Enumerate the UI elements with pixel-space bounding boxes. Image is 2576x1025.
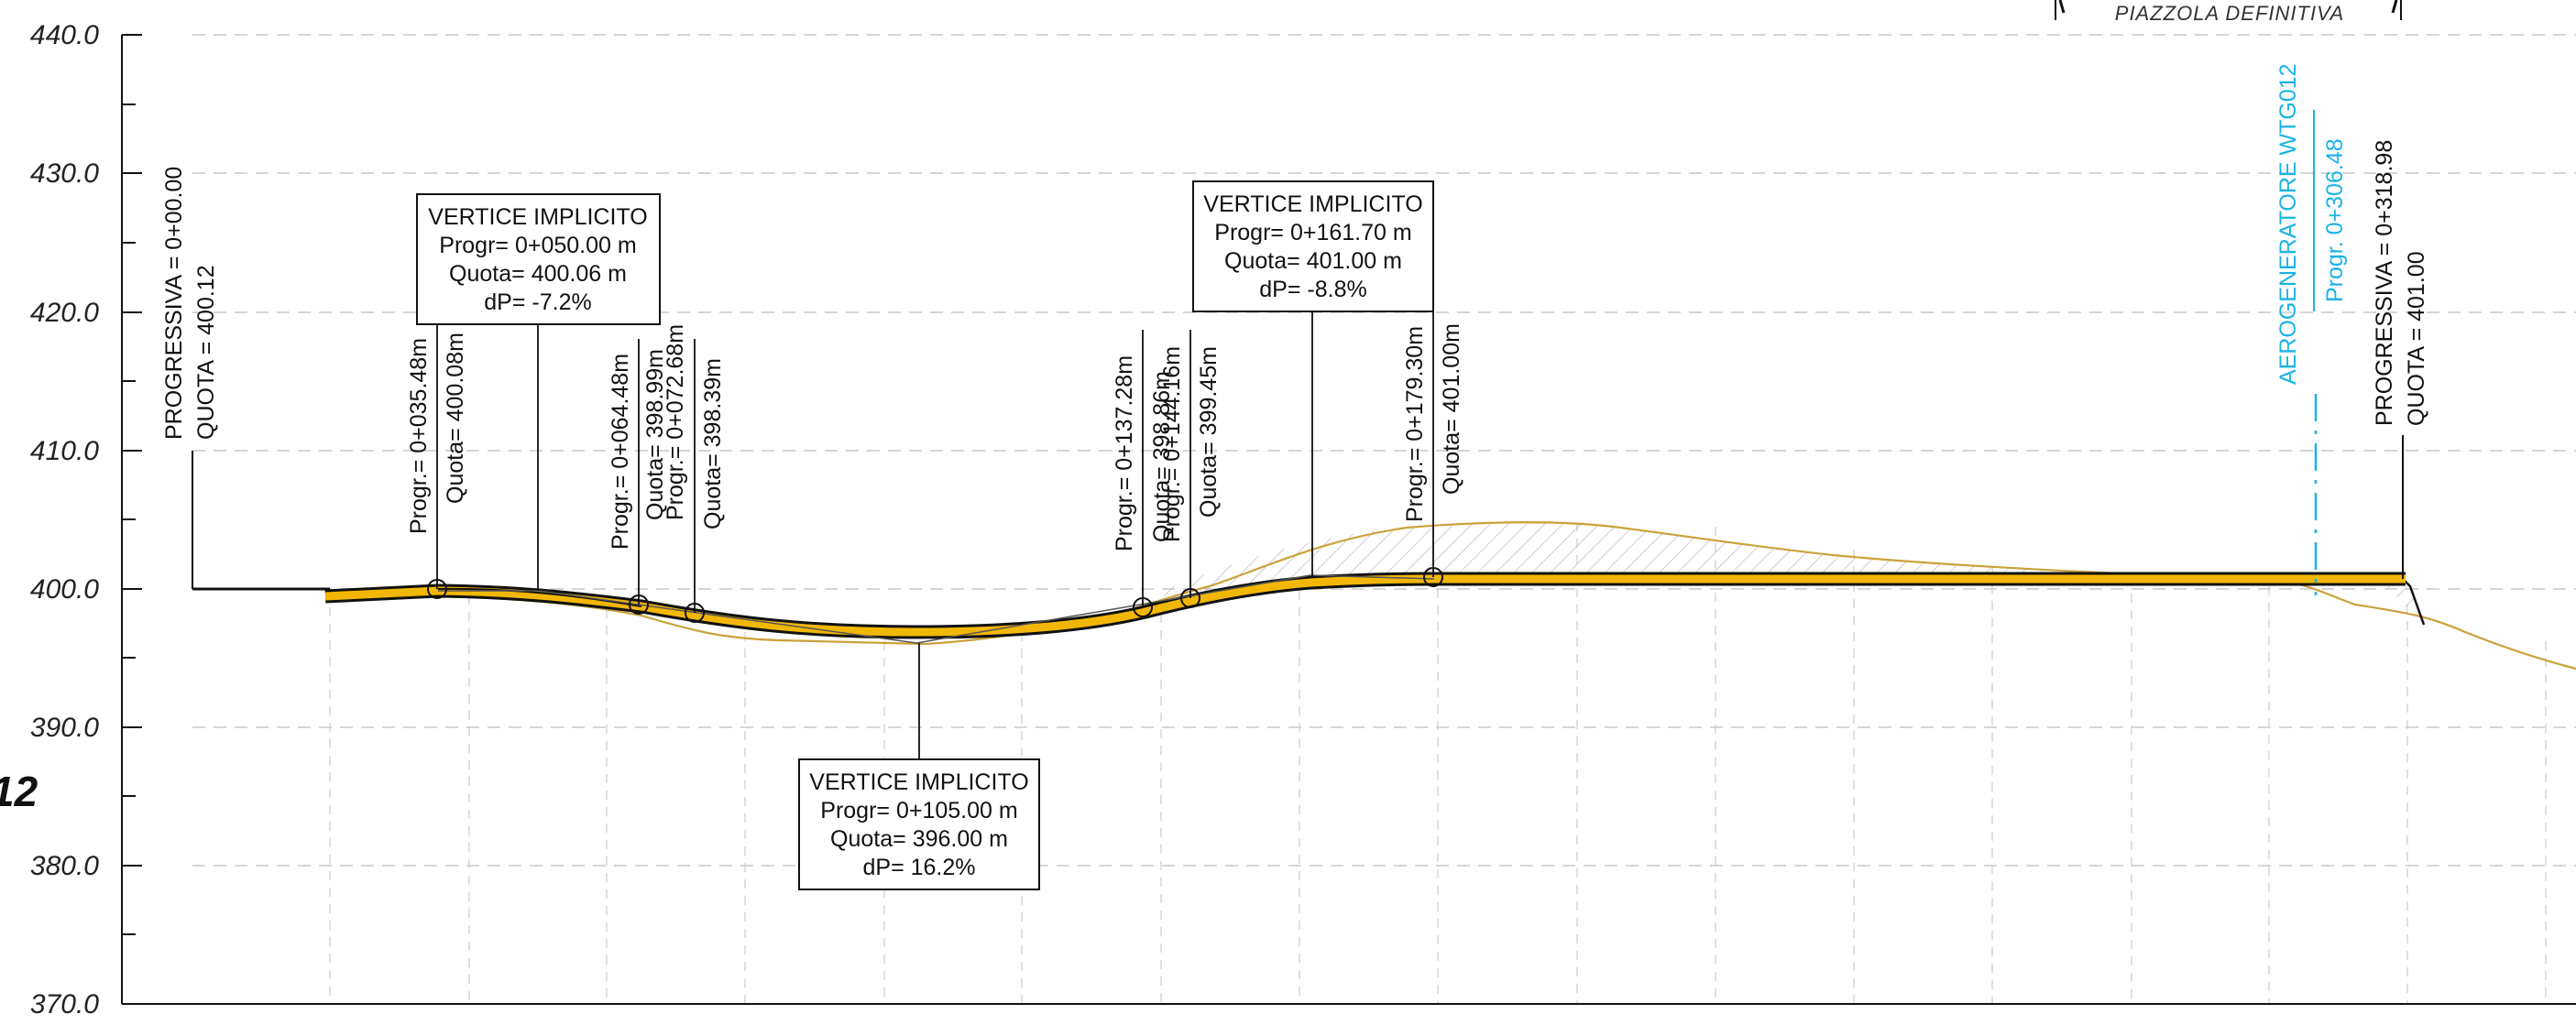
y-tick-label: 400.0	[30, 574, 99, 605]
header-label: PIAZZOLA DEFINITIVA	[2115, 2, 2344, 25]
vertex-dp: dP= 16.2%	[862, 855, 975, 880]
tangent-progr: Progr.= 0+179.30m	[1402, 326, 1428, 522]
road-profile	[192, 572, 2406, 639]
vertex-dp: dP= -8.8%	[1259, 277, 1366, 302]
tangent-point-marker	[629, 594, 649, 615]
vertex-callout: VERTICE IMPLICITO Progr= 0+105.00 m Quot…	[798, 643, 1040, 890]
end-marker: PROGRESSIVA = 0+318.98 QUOTA = 401.00	[2372, 140, 2429, 579]
tangent-progr: Progr.= 0+064.48m	[608, 354, 633, 550]
tangent-quota: Quota= 399.45m	[1196, 346, 1222, 518]
tangent-progr: Progr.= 0+137.28m	[1112, 355, 1137, 551]
tangent-point: Progr.= 0+072.68m Quota= 398.39m	[663, 324, 726, 623]
vertex-progr: Progr= 0+161.70 m	[1214, 220, 1411, 245]
header-bracket: PIAZZOLA DEFINITIVA	[2055, 0, 2402, 25]
y-tick-label: 420.0	[30, 298, 99, 328]
vertex-quota: Quota= 401.00 m	[1224, 248, 1402, 274]
tangent-progr: Progr.= 0+072.68m	[663, 324, 688, 520]
start-progr: PROGRESSIVA = 0+00.00	[161, 167, 187, 440]
side-label: 12	[0, 768, 38, 815]
y-tick-label: 440.0	[30, 20, 99, 50]
vertex-progr: Progr= 0+050.00 m	[439, 233, 636, 258]
tangent-point: Progr.= 0+035.48m Quota= 400.08m	[406, 270, 468, 599]
tangent-point: Progr.= 0+064.48m Quota= 398.99m	[608, 339, 668, 615]
vertex-callout: VERTICE IMPLICITO Progr= 0+161.70 m Quot…	[1192, 180, 1434, 577]
tangent-quota: Quota= 400.08m	[443, 333, 468, 504]
tangent-point: Progr.= 0+137.28m Quota= 398.86m	[1112, 330, 1175, 617]
end-quota: QUOTA = 401.00	[2404, 251, 2429, 426]
tangent-progr: Progr.= 0+144.16m	[1159, 346, 1185, 542]
tangent-point-marker	[685, 603, 705, 623]
start-marker: PROGRESSIVA = 0+00.00 QUOTA = 400.12	[161, 167, 219, 589]
tangent-point-marker	[1133, 597, 1153, 617]
tangent-point: Progr.= 0+179.30m Quota= 401.00m	[1402, 302, 1464, 587]
tangent-point-marker	[1423, 567, 1443, 587]
tangent-quota: Quota= 401.00m	[1439, 323, 1464, 495]
tangent-progr: Progr.= 0+035.48m	[406, 338, 432, 534]
vertex-title: VERTICE IMPLICITO	[428, 204, 647, 230]
vertex-title: VERTICE IMPLICITO	[809, 769, 1028, 795]
y-tick-label: 430.0	[30, 158, 99, 189]
tangent-point: Progr.= 0+144.16m Quota= 399.45m	[1159, 330, 1222, 608]
start-quota: QUOTA = 400.12	[193, 265, 219, 440]
tangent-quota: Quota= 398.39m	[700, 358, 726, 529]
vertex-quota: Quota= 396.00 m	[830, 826, 1008, 852]
turbine-name: AEROGENERATORE WTG012	[2275, 63, 2301, 385]
tangent-point-marker	[427, 579, 447, 599]
y-tick-label: 410.0	[30, 436, 99, 466]
turbine-marker: AEROGENERATORE WTG012 Progr. 0+306.48	[2275, 63, 2348, 595]
vertical-gridlines	[329, 522, 2547, 1004]
y-tick-label: 370.0	[30, 989, 99, 1020]
tangent-quota: Quota= 398.99m	[642, 349, 668, 520]
y-tick-label: 380.0	[30, 851, 99, 881]
vertex-title: VERTICE IMPLICITO	[1203, 191, 1422, 217]
vertex-quota: Quota= 400.06 m	[449, 261, 627, 287]
vertex-callout: VERTICE IMPLICITO Progr= 0+050.00 m Quot…	[416, 193, 661, 591]
vertex-dp: dP= -7.2%	[484, 289, 591, 315]
elevation-axis: 440.0 430.0 420.0 410.0 400.0 390.0 380.…	[30, 20, 2576, 1020]
tangent-quota: Quota= 398.86m	[1149, 371, 1175, 542]
end-progr: PROGRESSIVA = 0+318.98	[2372, 140, 2397, 426]
vertex-progr: Progr= 0+105.00 m	[820, 798, 1017, 823]
turbine-progr: Progr. 0+306.48	[2322, 138, 2348, 302]
existing-ground-line	[324, 521, 2576, 671]
y-tick-label: 390.0	[30, 713, 99, 743]
tangent-point-marker	[1180, 588, 1200, 608]
grade-tangent-lines	[438, 574, 1435, 644]
horizontal-gridlines	[192, 34, 2576, 867]
